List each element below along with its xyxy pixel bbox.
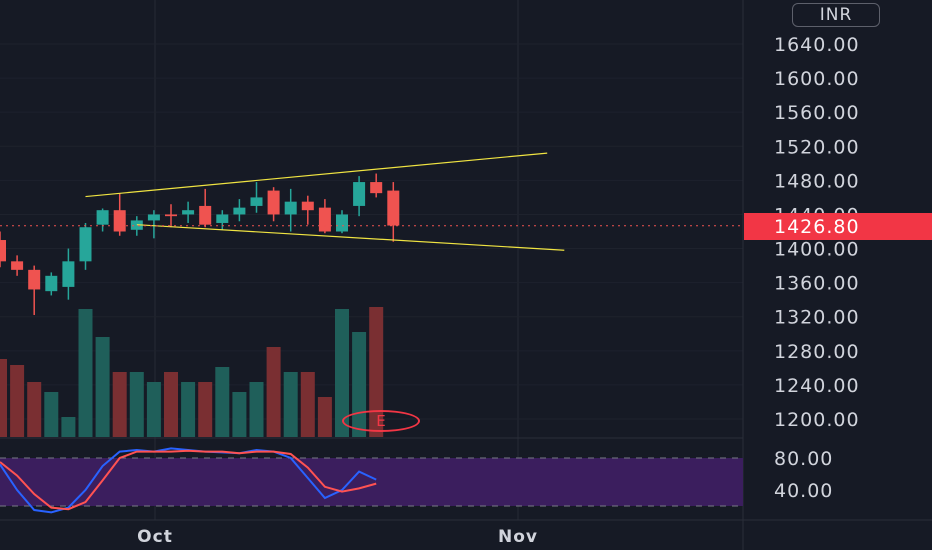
volume-bar bbox=[335, 309, 349, 437]
volume-bar bbox=[95, 337, 110, 437]
volume-bar bbox=[317, 397, 332, 437]
volume-bar bbox=[112, 372, 127, 437]
candle-body bbox=[199, 205, 212, 225]
volume-bar bbox=[198, 382, 213, 437]
price-axis-label: 1600.00 bbox=[774, 68, 860, 90]
volume-bar bbox=[129, 372, 144, 437]
volume-bar bbox=[10, 365, 25, 437]
candle-body bbox=[250, 197, 263, 206]
price-axis-label: 1560.00 bbox=[774, 102, 860, 124]
currency-selector[interactable]: INR bbox=[792, 3, 880, 27]
volume-bar bbox=[61, 417, 76, 437]
candle-body bbox=[233, 207, 246, 215]
candle-body bbox=[318, 207, 331, 232]
candle-body bbox=[113, 210, 126, 232]
last-price-tag: 1426.80 bbox=[744, 213, 932, 240]
price-axis-label: 1240.00 bbox=[774, 375, 860, 397]
candle-body bbox=[165, 214, 177, 217]
price-axis-label: 1480.00 bbox=[774, 170, 860, 192]
volume-bar bbox=[164, 372, 178, 437]
price-axis-label: 1640.00 bbox=[774, 34, 860, 56]
volume-bar bbox=[215, 367, 230, 437]
volume-bar bbox=[146, 382, 161, 437]
candle-body bbox=[147, 214, 160, 221]
volume-bar bbox=[44, 392, 59, 437]
volume-bar bbox=[0, 359, 7, 437]
price-axis-label: 1400.00 bbox=[774, 239, 860, 261]
earnings-marker[interactable]: E bbox=[342, 410, 420, 432]
candle-body bbox=[0, 240, 6, 262]
candle-body bbox=[370, 182, 383, 194]
volume-bar bbox=[232, 392, 247, 437]
candle-body bbox=[96, 210, 109, 225]
oscillator-band bbox=[0, 458, 743, 506]
oscillator-series-line bbox=[0, 449, 377, 511]
trendline bbox=[136, 224, 565, 251]
volume-bar bbox=[266, 347, 281, 437]
volume-bar bbox=[300, 372, 315, 437]
candle-body bbox=[216, 214, 229, 223]
volume-bar bbox=[78, 309, 93, 437]
candle-body bbox=[62, 261, 75, 287]
volume-bar bbox=[27, 382, 42, 437]
candle-body bbox=[182, 210, 195, 215]
price-axis-label: 1360.00 bbox=[774, 273, 860, 295]
price-axis-label: 1200.00 bbox=[774, 409, 860, 431]
volume-bar bbox=[369, 307, 384, 437]
candle-body bbox=[45, 275, 58, 292]
volume-bar bbox=[283, 372, 298, 437]
candle-body bbox=[353, 182, 366, 206]
oscillator-axis-label: 80.00 bbox=[774, 448, 833, 470]
candle-body bbox=[79, 227, 92, 262]
candle-body bbox=[11, 261, 24, 270]
volume-bar bbox=[249, 382, 264, 437]
candle-body bbox=[28, 269, 41, 290]
candle-body bbox=[301, 201, 314, 211]
time-axis-label: Oct bbox=[137, 527, 173, 547]
trendline bbox=[85, 152, 548, 198]
candle-body bbox=[267, 190, 280, 215]
time-axis-label: Nov bbox=[498, 527, 538, 547]
volume-bar bbox=[181, 382, 196, 437]
price-axis-label: 1320.00 bbox=[774, 307, 860, 329]
price-axis-label: 1520.00 bbox=[774, 136, 860, 158]
candle-body bbox=[284, 201, 297, 215]
candle-body bbox=[387, 190, 400, 226]
candle-body bbox=[336, 214, 348, 232]
price-axis-label: 1280.00 bbox=[774, 341, 860, 363]
oscillator-axis-label: 40.00 bbox=[774, 480, 833, 502]
